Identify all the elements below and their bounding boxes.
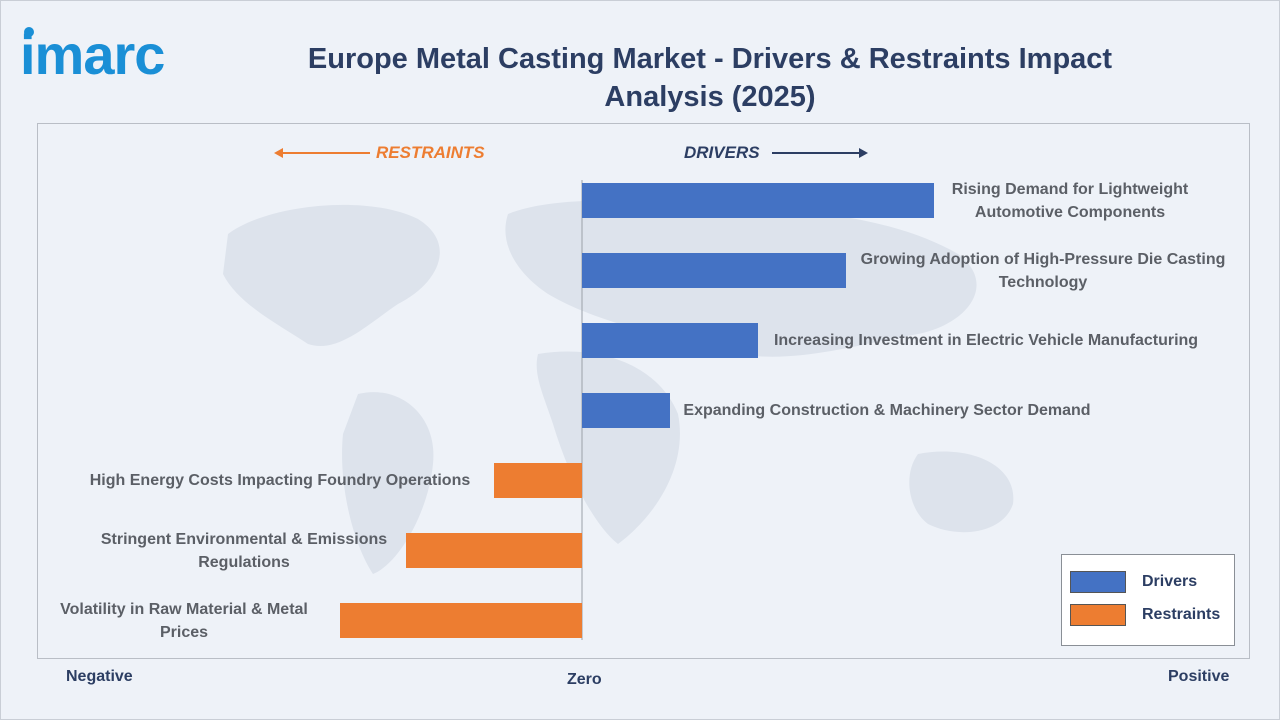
world-map-watermark — [223, 200, 1014, 574]
bar-restraint-6 — [340, 603, 582, 638]
category-label-5: Stringent Environmental & Emissions Regu… — [100, 530, 388, 571]
restraints-direction-label: RESTRAINTS — [376, 143, 485, 162]
chart-title: Europe Metal Casting Market - Drivers & … — [307, 43, 1113, 113]
left-arrow-icon — [274, 148, 370, 158]
category-label-2: Increasing Investment in Electric Vehicl… — [773, 332, 1199, 349]
drivers-direction-label: DRIVERS — [684, 143, 760, 162]
category-label-0: Rising Demand for Lightweight Automotive… — [951, 180, 1189, 221]
legend-swatch-restraints — [1070, 604, 1126, 626]
bar-driver-2 — [582, 323, 758, 358]
svg-text:imarc: imarc — [20, 24, 164, 86]
category-label-1: Growing Adoption of High-Pressure Die Ca… — [860, 250, 1226, 291]
legend-item-restraints: Restraints — [1070, 603, 1220, 627]
chart-legend: Drivers Restraints — [1061, 554, 1235, 646]
category-label-4: High Energy Costs Impacting Foundry Oper… — [89, 472, 471, 489]
bar-driver-0 — [582, 183, 934, 218]
imarc-logo: imarc — [20, 24, 165, 86]
legend-label-restraints: Restraints — [1142, 606, 1221, 623]
category-label-6: Volatility in Raw Material & Metal Price… — [60, 600, 308, 641]
axis-label-negative: Negative — [66, 668, 133, 685]
axis-label-positive: Positive — [1168, 668, 1230, 685]
bar-restraint-4 — [494, 463, 582, 498]
legend-swatch-drivers — [1070, 571, 1126, 593]
axis-label-zero: Zero — [567, 671, 602, 688]
legend-label-drivers: Drivers — [1142, 573, 1198, 590]
legend-item-drivers: Drivers — [1070, 570, 1197, 594]
category-label-3: Expanding Construction & Machinery Secto… — [683, 402, 1091, 419]
bar-driver-3 — [582, 393, 670, 428]
bar-driver-1 — [582, 253, 846, 288]
right-arrow-icon — [772, 148, 868, 158]
bar-restraint-5 — [406, 533, 582, 568]
